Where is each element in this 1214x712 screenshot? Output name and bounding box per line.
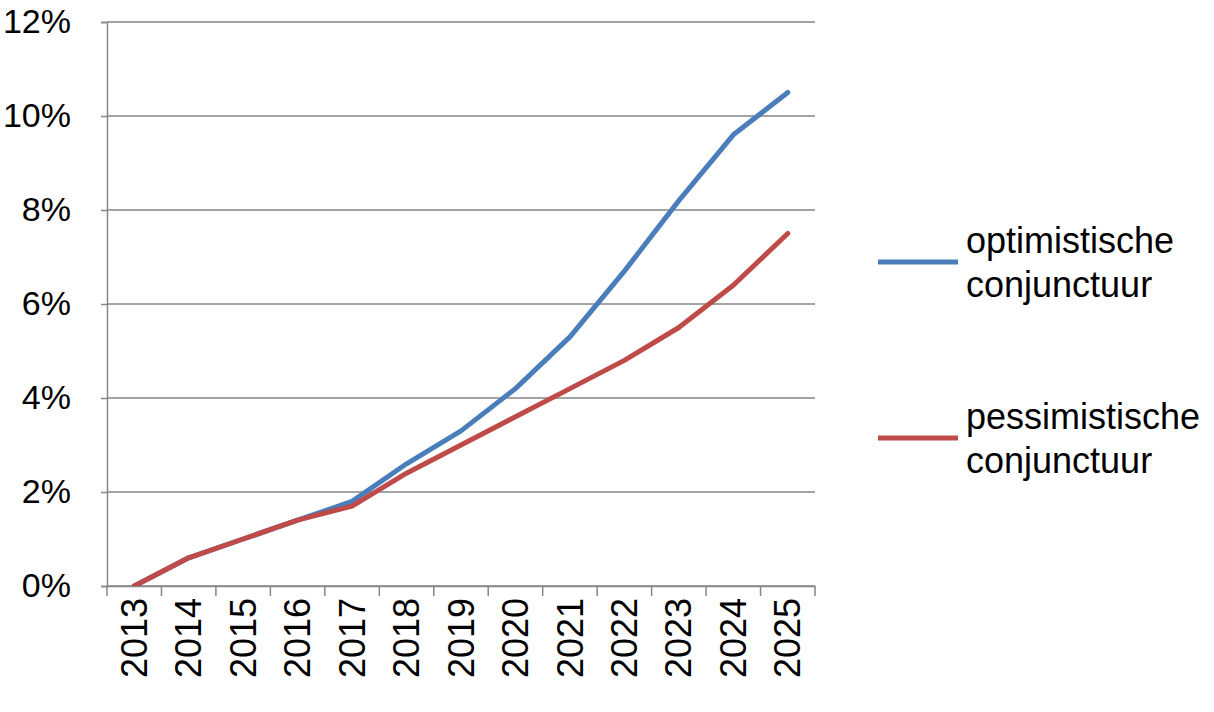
x-tick: 2018 [386, 586, 427, 678]
x-tick: 2022 [604, 586, 645, 678]
category-divider [705, 586, 707, 596]
legend-label: pessimistischeconjunctuur [966, 396, 1200, 481]
chart: 0% 2% 4% 6% 8% 10% 12% 2013 2014 2015 2016 2017 2018… [0, 0, 1214, 712]
y-tick-label: 4% [22, 378, 71, 416]
x-tick: 2015 [223, 586, 264, 678]
y-axis-line [101, 23, 108, 587]
x-tick: 2024 [713, 586, 754, 678]
legend-label: optimistischeconjunctuur [966, 220, 1174, 305]
category-divider [596, 586, 598, 596]
x-axis: 2013 2014 2015 2016 2017 2018 2019 2020 2021 2022… [108, 586, 816, 678]
x-tick: 2014 [168, 586, 209, 678]
y-tick-label: 12% [3, 2, 71, 40]
x-tick: 2020 [495, 586, 536, 678]
category-divider [433, 586, 435, 596]
grid-line [107, 115, 815, 117]
y-tick: 10% [3, 96, 107, 134]
x-tick: 2016 [277, 586, 318, 678]
x-tick: 2017 [332, 586, 373, 678]
category-dividers [107, 586, 815, 596]
grid-line [107, 397, 815, 399]
x-tick: 2019 [441, 586, 482, 678]
x-tick-label: 2017 [332, 598, 373, 678]
y-tick-label: 6% [22, 284, 71, 322]
category-divider [542, 586, 544, 596]
category-divider [651, 586, 653, 596]
category-divider [161, 586, 163, 596]
category-divider [487, 586, 489, 596]
grid-line [107, 585, 815, 587]
x-axis-line [108, 586, 816, 588]
legend: optimistischeconjunctuur pessimistischeco… [878, 220, 1200, 481]
category-divider [324, 586, 326, 596]
y-tick-label: 8% [22, 190, 71, 228]
y-tick-label: 2% [22, 472, 71, 510]
y-tick-mark [101, 304, 107, 306]
series-line [134, 93, 788, 587]
x-tick-label: 2019 [441, 598, 482, 678]
x-tick-label: 2021 [550, 598, 591, 678]
grid-line [107, 209, 815, 211]
y-tick: 8% [22, 190, 107, 228]
legend-swatch [878, 436, 958, 441]
y-tick: 0% [22, 566, 107, 604]
x-tick-label: 2024 [713, 598, 754, 678]
category-divider [215, 586, 217, 596]
x-tick-label: 2018 [386, 598, 427, 678]
x-tick-label: 2022 [604, 598, 645, 678]
y-tick-mark [101, 586, 107, 588]
y-tick-mark [101, 22, 107, 24]
grid-line [107, 21, 815, 23]
grid-line [107, 491, 815, 493]
x-tick-label: 2025 [767, 598, 808, 678]
x-tick: 2023 [658, 586, 699, 678]
series-line [134, 234, 788, 587]
y-tick: 12% [3, 2, 107, 40]
y-tick-mark [101, 116, 107, 118]
y-tick: 4% [22, 378, 107, 416]
y-tick-mark [101, 398, 107, 400]
category-divider [379, 586, 381, 596]
x-tick-label: 2020 [495, 598, 536, 678]
x-tick: 2025 [767, 586, 808, 678]
category-divider [760, 586, 762, 596]
x-tick-label: 2013 [114, 598, 155, 678]
x-tick-label: 2023 [658, 598, 699, 678]
y-tick-label: 0% [22, 566, 71, 604]
category-divider [106, 586, 108, 596]
category-divider [814, 586, 816, 596]
series-group [134, 93, 788, 587]
y-tick-mark [101, 210, 107, 212]
y-tick-mark [101, 492, 107, 494]
y-axis: 0% 2% 4% 6% 8% 10% 12% [3, 2, 108, 604]
y-tick: 6% [22, 284, 107, 322]
x-tick: 2013 [114, 586, 155, 678]
category-divider [270, 586, 272, 596]
x-tick-label: 2016 [277, 598, 318, 678]
x-tick-label: 2015 [223, 598, 264, 678]
x-tick-label: 2014 [168, 598, 209, 678]
y-tick: 2% [22, 472, 107, 510]
legend-swatch [878, 260, 958, 265]
grid [107, 22, 815, 586]
x-tick: 2021 [550, 586, 591, 678]
y-tick-label: 10% [3, 96, 71, 134]
